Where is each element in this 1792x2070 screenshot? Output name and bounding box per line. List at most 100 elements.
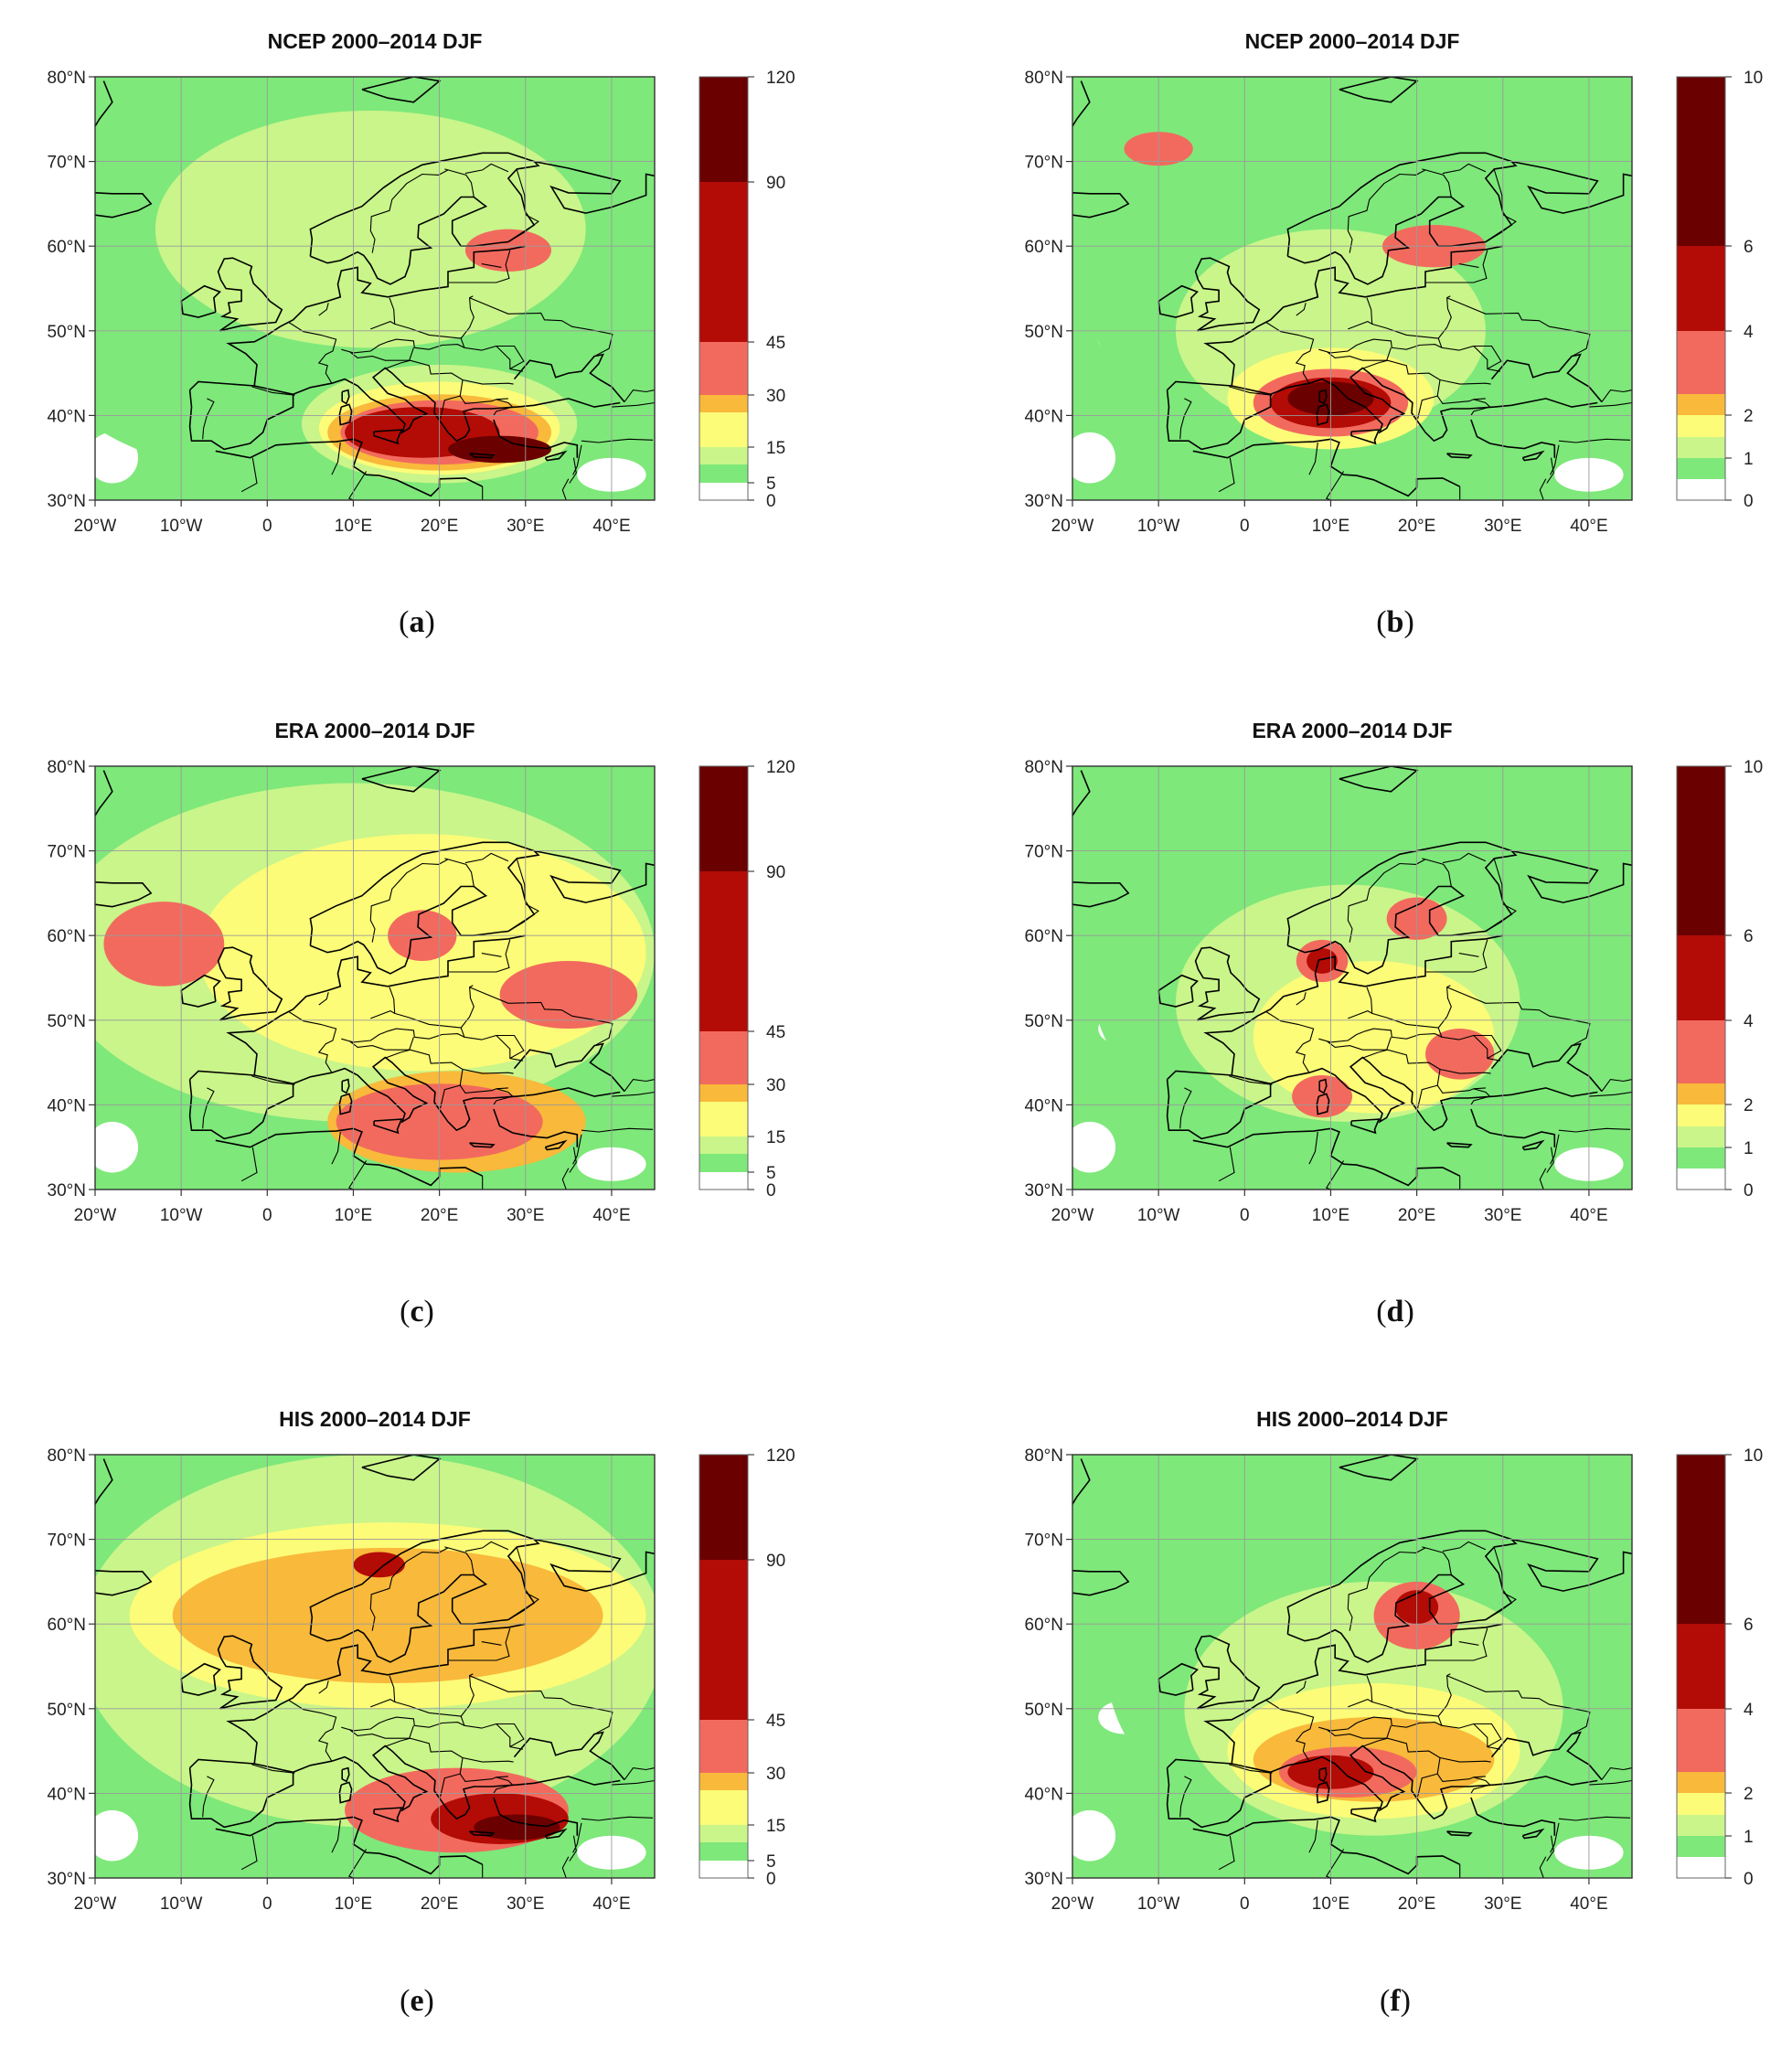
coastline (95, 770, 113, 817)
colorbar-frame (1676, 1454, 1726, 1879)
colorbar-segment (1677, 1147, 1725, 1168)
country-border (389, 987, 396, 1014)
y-tick-label: 30°N (48, 1870, 86, 1889)
map-frame (1072, 76, 1633, 501)
colorbar-label: 10 (1744, 758, 1763, 777)
colorbar-label: 1 (1744, 450, 1754, 469)
caption-b: (b) (1376, 605, 1414, 639)
map-area (1072, 766, 1632, 1190)
y-tick-label: 80°N (48, 69, 86, 88)
coastline (493, 419, 579, 458)
panel-title: NCEP 2000–2014 DJF (268, 29, 483, 53)
coastline (1194, 1635, 1261, 1710)
coastline (217, 1635, 283, 1710)
country-border (1470, 1088, 1491, 1105)
colorbar-segment (699, 1861, 748, 1878)
country-border (493, 1777, 514, 1794)
colorbar-segment (699, 77, 748, 182)
country-border (459, 1773, 508, 1782)
y-tick-label: 40°N (1025, 407, 1063, 426)
y-tick-label: 70°N (48, 1531, 86, 1551)
coastline (544, 450, 568, 462)
country-border (1318, 1716, 1392, 1732)
x-tick-label: 30°E (1484, 1206, 1521, 1225)
y-tick-label: 40°N (48, 407, 86, 426)
x-tick-label: 10°W (1137, 1206, 1180, 1225)
country-border (1218, 1835, 1235, 1871)
country-border (469, 297, 613, 357)
coastline (180, 974, 221, 1008)
x-tick-label: 30°E (1484, 517, 1521, 536)
country-border (611, 1779, 655, 1786)
colorbar-segment (1677, 1083, 1725, 1104)
colorbar-segment (1677, 1455, 1725, 1624)
colorbar-segment (699, 412, 748, 447)
y-tick-label: 80°N (1025, 1446, 1063, 1466)
country-border (1588, 401, 1632, 408)
colorbar-segment (1677, 1624, 1725, 1709)
x-tick-label: 0 (1240, 1894, 1250, 1914)
y-tick-label: 40°N (1025, 1785, 1063, 1804)
country-border (1546, 1835, 1554, 1862)
colorbar-label: 6 (1744, 238, 1754, 257)
country-border (318, 1681, 329, 1694)
coastline (1166, 380, 1272, 451)
coastline (217, 946, 283, 1021)
coastline (1470, 419, 1556, 458)
coastline (1286, 1530, 1518, 1635)
colorbar-label: 2 (1744, 407, 1754, 426)
colorbar-segment (1677, 1126, 1725, 1147)
country-border (1426, 1627, 1488, 1661)
country-border (1218, 457, 1235, 493)
x-tick-label: 30°E (507, 1206, 544, 1225)
country-border (1347, 168, 1427, 253)
x-tick-label: 20°E (421, 517, 458, 536)
colorbar-segment (699, 447, 748, 464)
y-tick-label: 80°N (48, 1446, 86, 1466)
y-tick-label: 70°N (48, 154, 86, 173)
colorbar-segment (699, 1842, 748, 1861)
colorbar-label: 45 (766, 334, 785, 353)
coastline (1490, 1042, 1603, 1093)
caption-e: (e) (400, 1984, 434, 2018)
country-border (414, 1033, 465, 1040)
colorbar-frame (1676, 765, 1726, 1190)
country-border (1458, 1641, 1479, 1646)
country-border (611, 401, 655, 408)
country-border (1550, 1822, 1560, 1853)
coastline (95, 1570, 153, 1596)
country-border (1485, 1547, 1517, 1621)
x-tick-label: 0 (1240, 1206, 1250, 1225)
country-border (1392, 344, 1443, 350)
colorbar-label: 45 (766, 1712, 785, 1731)
country-border (1296, 992, 1307, 1006)
country-border (1361, 1737, 1441, 1798)
country-border (1442, 1541, 1487, 1552)
country-border (459, 1084, 508, 1094)
x-tick-label: 0 (262, 1894, 272, 1914)
colorbar-label: 0 (766, 1181, 776, 1200)
country-border (251, 1764, 295, 1774)
country-border (496, 345, 525, 369)
colorbar-segment (1677, 1815, 1725, 1836)
x-tick-label: 30°E (507, 517, 544, 536)
country-border (384, 1049, 464, 1109)
colorbar-segment (699, 182, 748, 342)
colorbar-segment (1677, 1772, 1725, 1793)
country-border (240, 457, 258, 493)
country-border (481, 953, 502, 957)
country-border (1392, 1722, 1443, 1728)
coastline (513, 1042, 625, 1093)
coastline (469, 453, 496, 459)
field-contour-level-4 (172, 1547, 603, 1684)
country-border (1229, 1764, 1273, 1774)
y-tick-label: 60°N (48, 1616, 86, 1635)
country-border (349, 1725, 414, 1739)
colorbar-label: 30 (766, 1076, 785, 1095)
colorbar: 120 90 45 30 15 50 (699, 758, 795, 1200)
coastline (1072, 1458, 1091, 1506)
colorbar-segment (699, 1102, 748, 1136)
